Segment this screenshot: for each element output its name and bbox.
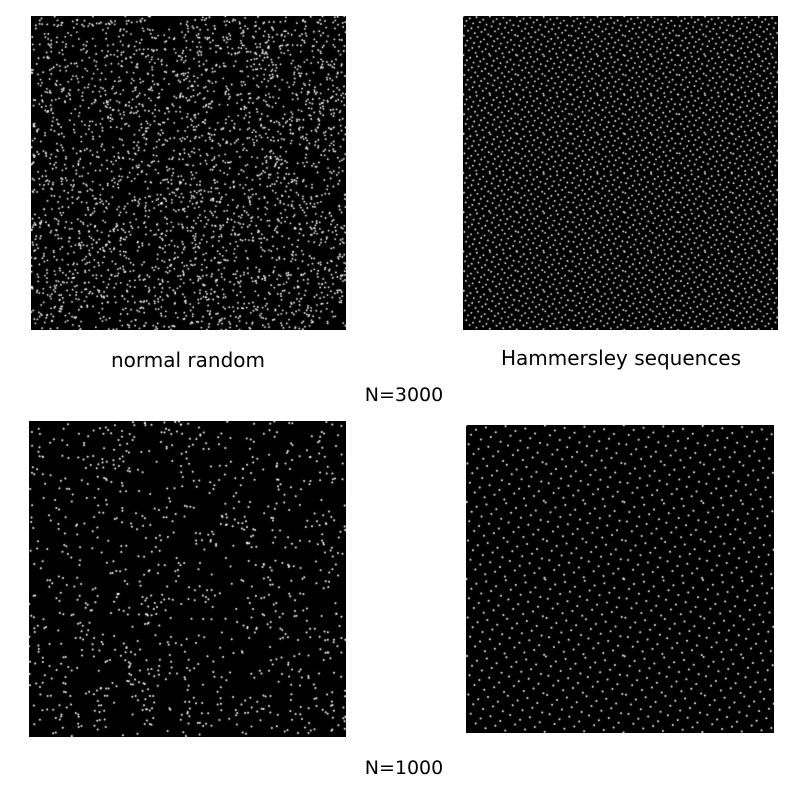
caption-hammersley-sequences: Hammersley sequences <box>500 346 742 370</box>
caption-normal-random: normal random <box>110 348 265 372</box>
hammersley-points-canvas-3000 <box>463 16 778 330</box>
random-points-panel-3000 <box>31 16 346 330</box>
random-points-panel-1000 <box>29 421 346 737</box>
hammersley-points-panel-1000 <box>466 425 774 733</box>
random-points-canvas-1000 <box>29 421 346 737</box>
caption-n-1000: N=1000 <box>364 757 444 779</box>
hammersley-points-panel-3000 <box>463 16 778 330</box>
hammersley-points-canvas-1000 <box>466 425 774 733</box>
random-points-canvas-3000 <box>31 16 346 330</box>
caption-n-3000: N=3000 <box>364 384 444 406</box>
